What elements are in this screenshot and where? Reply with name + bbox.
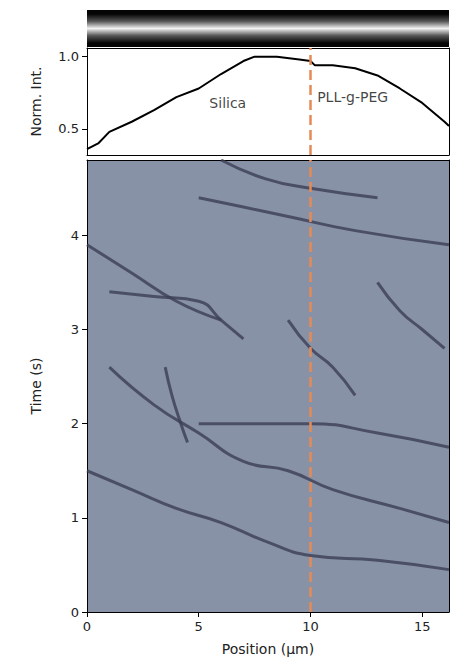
svg-text:Silica: Silica <box>209 95 246 111</box>
svg-text:5: 5 <box>195 619 203 634</box>
svg-text:Position (µm): Position (µm) <box>222 641 314 657</box>
svg-text:Time (s): Time (s) <box>28 358 44 416</box>
svg-text:1: 1 <box>71 510 79 525</box>
svg-text:4: 4 <box>71 228 79 243</box>
svg-text:3: 3 <box>71 322 79 337</box>
svg-text:0: 0 <box>71 605 79 620</box>
svg-text:2: 2 <box>71 416 79 431</box>
svg-text:15: 15 <box>414 619 431 634</box>
svg-text:0: 0 <box>83 619 91 634</box>
svg-text:PLL-g-PEG: PLL-g-PEG <box>317 89 388 105</box>
svg-text:1.0: 1.0 <box>58 49 79 64</box>
svg-text:10: 10 <box>302 619 319 634</box>
svg-text:0.5: 0.5 <box>58 121 79 136</box>
svg-text:Norm. Int.: Norm. Int. <box>28 66 44 136</box>
